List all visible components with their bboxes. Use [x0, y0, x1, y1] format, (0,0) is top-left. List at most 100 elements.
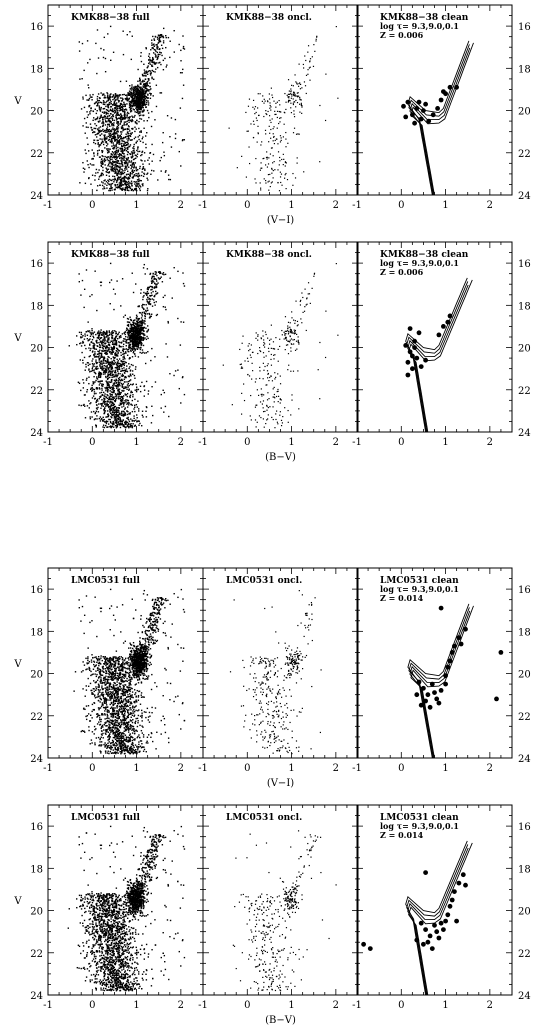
star-point: [131, 128, 134, 130]
star-point: [85, 379, 88, 381]
star-point: [102, 345, 104, 348]
star-point: [106, 420, 109, 423]
star-point: [119, 148, 122, 150]
star-point: [116, 409, 119, 411]
star-point: [106, 112, 108, 114]
star-point: [118, 368, 121, 370]
star-point: [154, 271, 156, 273]
star-point: [129, 174, 131, 177]
star-point: [121, 171, 123, 173]
star-point: [149, 300, 151, 302]
star-point: [86, 137, 88, 139]
star-point: [98, 417, 101, 420]
star-point: [128, 380, 131, 382]
star-point: [93, 152, 95, 154]
star-point: [85, 269, 88, 271]
star-point: [117, 101, 120, 103]
star-point: [98, 384, 101, 386]
star-point: [117, 140, 119, 142]
star-point: [112, 175, 114, 177]
star-point: [268, 115, 271, 117]
star-point: [125, 184, 128, 187]
star-point: [88, 382, 90, 385]
star-point: [84, 333, 86, 335]
star-point: [96, 345, 98, 347]
star-point: [151, 76, 153, 79]
star-point: [87, 339, 89, 342]
star-point: [131, 329, 134, 331]
member-star: [454, 84, 459, 90]
star-point: [273, 100, 275, 102]
star-point: [129, 413, 131, 415]
star-point: [92, 333, 94, 335]
star-point: [142, 339, 144, 342]
star-point: [122, 387, 125, 390]
star-point: [109, 117, 112, 119]
star-point: [165, 343, 167, 345]
star-point: [91, 149, 93, 151]
star-point: [111, 334, 114, 337]
star-point: [101, 94, 104, 96]
star-point: [174, 370, 177, 372]
star-point: [82, 359, 84, 361]
star-point: [134, 126, 136, 128]
star-point: [129, 395, 131, 398]
star-point: [100, 332, 102, 334]
star-point: [109, 25, 112, 28]
star-point: [102, 124, 104, 126]
star-point: [88, 400, 90, 402]
star-point: [107, 382, 109, 385]
star-point: [116, 95, 119, 97]
star-point: [87, 114, 90, 116]
star-point: [135, 157, 137, 159]
star-point: [158, 37, 160, 40]
star-point: [101, 362, 103, 365]
star-point: [139, 184, 141, 187]
star-point: [102, 332, 104, 334]
star-point: [86, 337, 89, 340]
y-tick-label: 16: [518, 22, 531, 33]
star-point: [136, 140, 138, 142]
star-point: [115, 94, 117, 96]
star-point: [106, 346, 109, 349]
star-point: [122, 165, 124, 167]
star-point: [124, 338, 126, 340]
y-tick-label: 20: [30, 107, 43, 118]
star-point: [132, 189, 134, 192]
star-point: [106, 377, 109, 380]
star-point: [152, 52, 155, 54]
star-point: [120, 176, 122, 178]
star-point: [105, 416, 107, 418]
star-point: [111, 414, 113, 416]
member-star: [435, 106, 440, 111]
star-point: [122, 110, 124, 113]
star-point: [151, 77, 153, 80]
star-point: [144, 83, 147, 85]
star-point: [301, 87, 303, 89]
star-point: [253, 123, 255, 125]
star-point: [116, 160, 118, 162]
star-point: [142, 107, 144, 109]
star-point: [123, 155, 126, 157]
star-point: [97, 374, 100, 376]
star-point: [144, 97, 146, 100]
star-point: [115, 344, 117, 346]
star-point: [116, 165, 119, 167]
star-point: [131, 156, 134, 158]
star-point: [107, 341, 110, 343]
star-point: [119, 153, 121, 156]
star-point: [111, 362, 113, 365]
star-point: [128, 116, 130, 119]
star-point: [139, 312, 142, 314]
star-point: [107, 394, 109, 397]
star-point: [118, 95, 120, 97]
star-point: [283, 177, 286, 179]
star-point: [131, 356, 134, 358]
star-point: [158, 271, 161, 273]
star-point: [109, 387, 112, 390]
star-point: [145, 84, 147, 87]
star-point: [103, 364, 106, 367]
star-point: [120, 179, 122, 181]
star-point: [141, 81, 143, 83]
star-point: [145, 416, 148, 418]
